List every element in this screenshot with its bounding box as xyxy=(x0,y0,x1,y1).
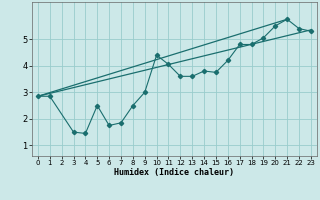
X-axis label: Humidex (Indice chaleur): Humidex (Indice chaleur) xyxy=(115,168,234,177)
